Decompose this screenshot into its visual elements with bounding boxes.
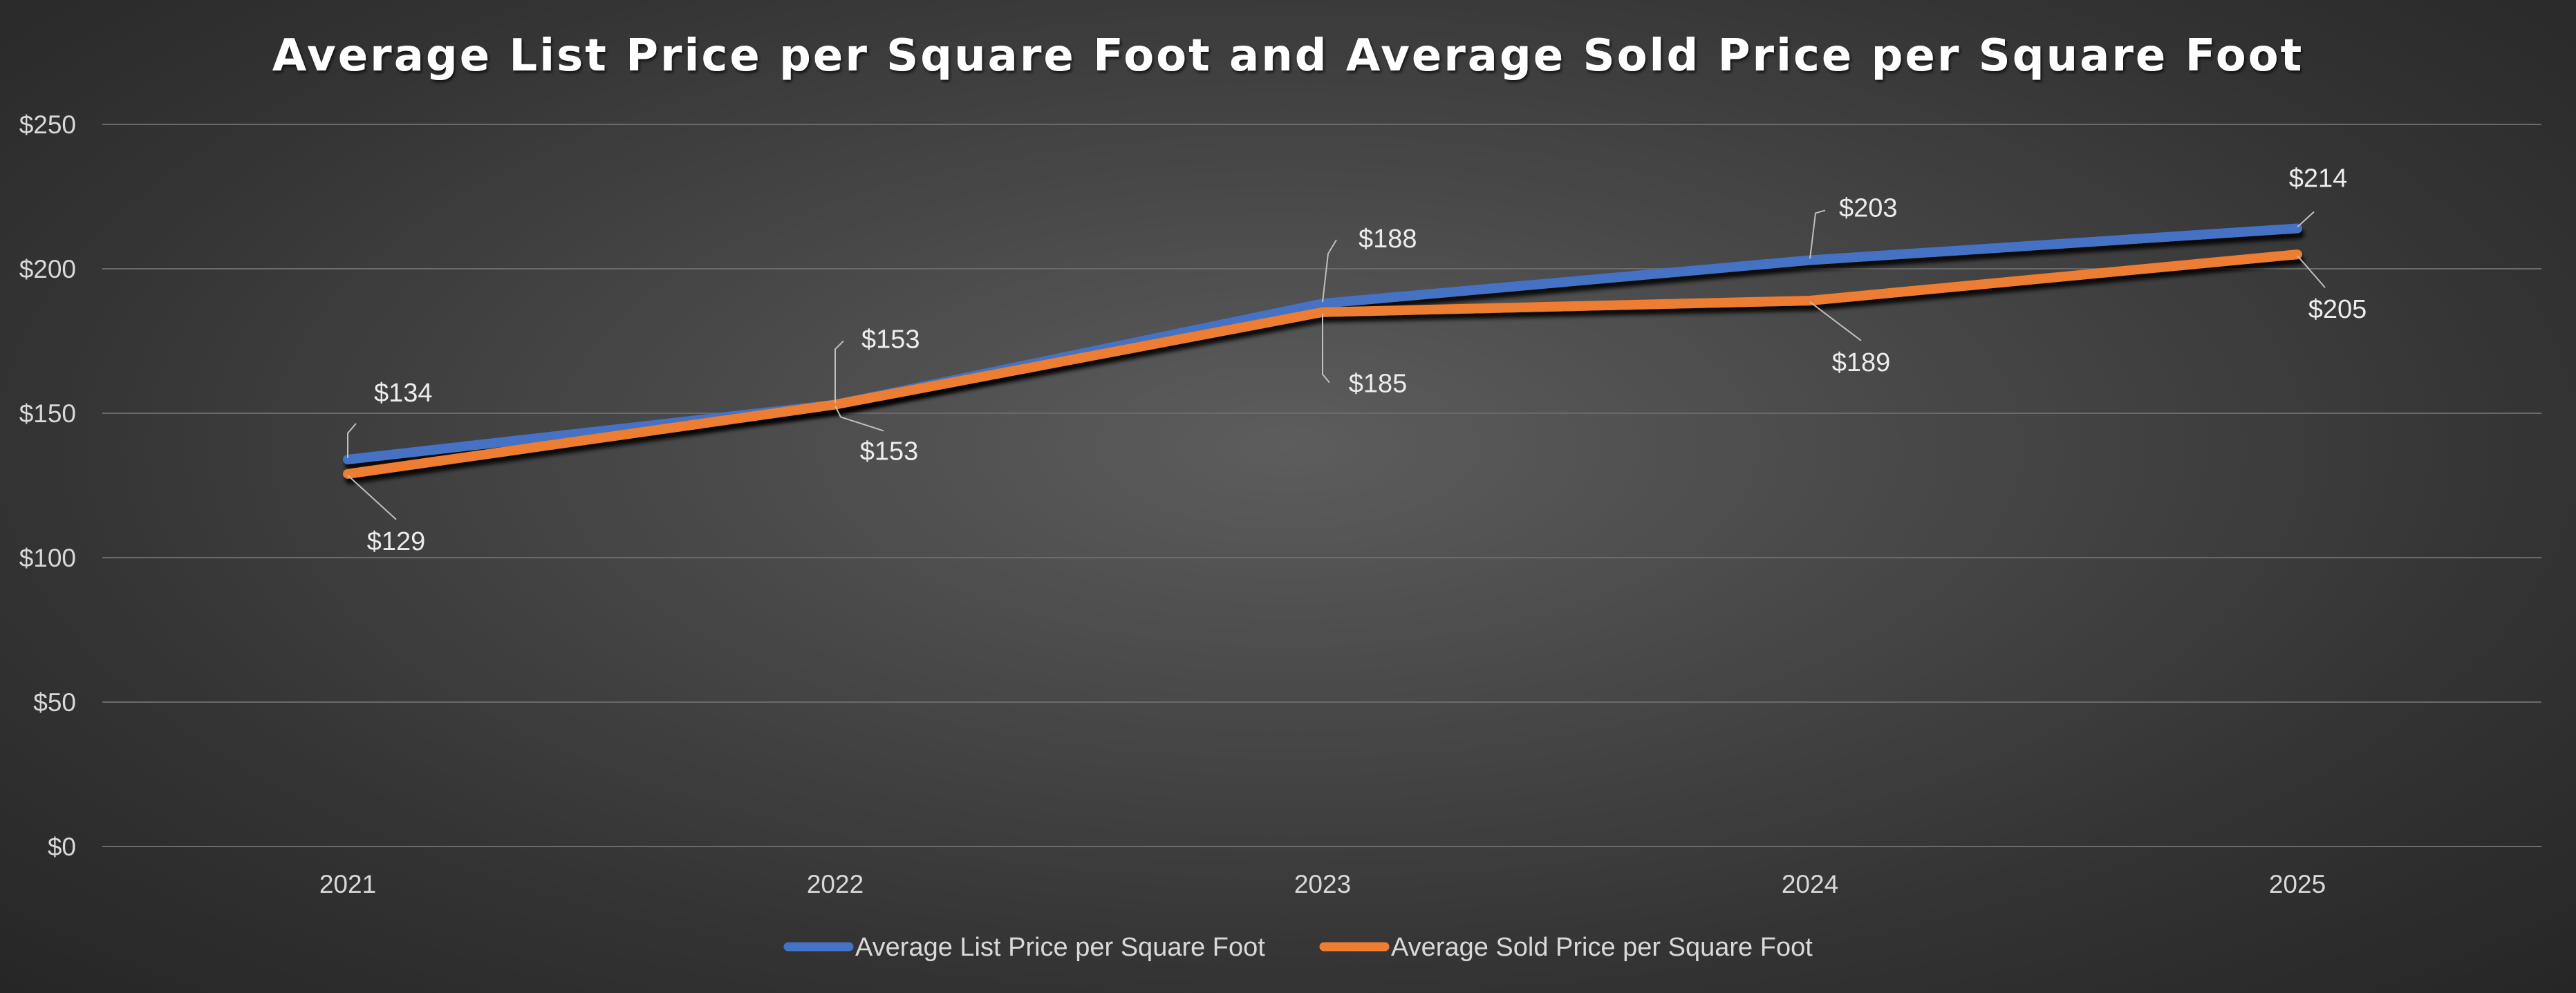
y-tick-label: $150 [19, 399, 76, 428]
list-price-point [1807, 257, 1813, 263]
x-tick-label: 2024 [1782, 870, 1838, 898]
sold-price-data-label: $205 [2308, 295, 2367, 324]
legend-item-list-price[interactable]: Average List Price per Square Foot [783, 933, 1265, 962]
data-label-leader-line [2297, 211, 2315, 228]
list-price-data-label: $153 [861, 325, 920, 354]
sold-price-point [1320, 309, 1325, 315]
sold-price-point [2295, 252, 2300, 258]
x-tick-label: 2023 [1294, 870, 1351, 898]
sold-price-data-label: $189 [1832, 348, 1891, 377]
x-axis-tick-labels: 2021 2022 2023 2024 2025 [319, 870, 2326, 898]
sold-price-point [832, 401, 838, 408]
list-price-data-label: $214 [2289, 164, 2348, 193]
data-label-leader-line [2297, 255, 2326, 288]
sold-price-data-label: $153 [860, 437, 919, 466]
sold-price-point [345, 471, 351, 477]
list-price-data-label: $188 [1359, 225, 1417, 254]
y-tick-label: $50 [33, 688, 76, 717]
data-labels: $134 $153 $188 $203 $214 $129 $153 $185 $189 $205 [347, 164, 2367, 556]
y-tick-label: $200 [19, 255, 76, 283]
sold-price-data-label: $185 [1349, 370, 1408, 399]
list-price-point [2295, 225, 2300, 231]
y-tick-label: $100 [19, 544, 76, 572]
sold-price-data-label: $129 [367, 527, 426, 556]
x-tick-label: 2022 [807, 870, 864, 898]
x-tick-label: 2021 [319, 870, 376, 898]
legend-label: Average Sold Price per Square Foot [1391, 933, 1813, 962]
y-axis-tick-labels: $0 $50 $100 $150 $200 $250 [19, 111, 76, 861]
data-label-leader-line [347, 475, 397, 520]
data-label-leader-line [347, 423, 357, 458]
list-price-data-label: $134 [374, 379, 433, 408]
y-tick-label: $250 [19, 111, 76, 139]
x-tick-label: 2025 [2269, 870, 2326, 898]
gridlines [102, 124, 2541, 847]
legend-item-sold-price[interactable]: Average Sold Price per Square Foot [1319, 933, 1813, 962]
y-tick-label: $0 [48, 833, 76, 861]
legend[interactable]: Average List Price per Square Foot Averag… [783, 933, 1813, 962]
sold-price-point [1807, 297, 1813, 303]
list-price-data-label: $203 [1839, 193, 1898, 223]
data-label-leader-line [834, 406, 884, 432]
list-price-point [1320, 301, 1325, 307]
list-price-point [345, 456, 351, 462]
data-label-leader-line [834, 340, 844, 404]
chart-title: Average List Price per Square Foot and A… [272, 30, 2304, 82]
data-label-leader-line [1322, 239, 1337, 303]
series-lines [343, 223, 2302, 479]
data-label-leader-line [1322, 313, 1330, 384]
data-label-leader-line [1809, 301, 1862, 341]
data-label-leader-line [1809, 209, 1826, 259]
legend-label: Average List Price per Square Foot [855, 933, 1265, 962]
